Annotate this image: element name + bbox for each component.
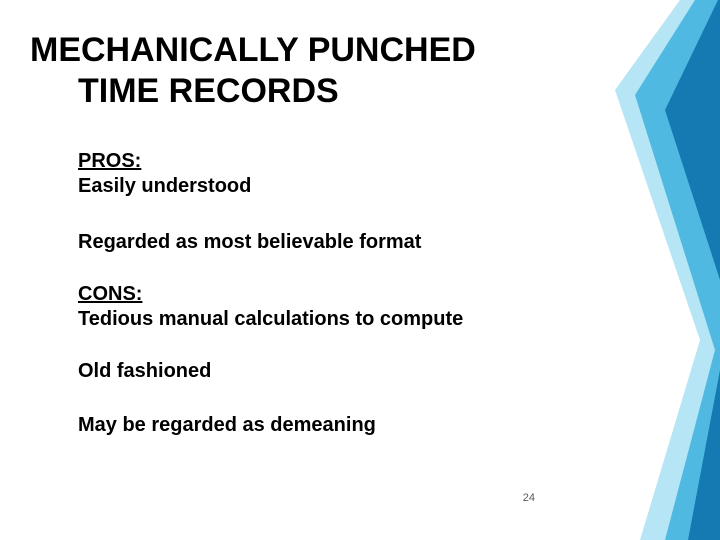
slide-content: MECHANICALLY PUNCHED TIME RECORDS PROS: … (0, 0, 580, 438)
cons-item: Old fashioned (78, 358, 500, 384)
pros-item: Regarded as most believable format (78, 229, 500, 255)
cons-item: May be regarded as demeaning (78, 412, 500, 438)
pros-block-2: Regarded as most believable format (30, 229, 500, 255)
cons-block-2: Old fashioned (30, 358, 500, 384)
title-line-1: MECHANICALLY PUNCHED (30, 30, 500, 71)
title-line-2: TIME RECORDS (30, 71, 500, 112)
pros-label: PROS: (78, 150, 500, 173)
pros-item: Easily understood (78, 173, 500, 199)
cons-label: CONS: (78, 283, 500, 306)
pros-block-1: PROS: Easily understood (30, 150, 500, 199)
slide-title: MECHANICALLY PUNCHED TIME RECORDS (30, 30, 500, 112)
cons-block-1: CONS: Tedious manual calculations to com… (30, 283, 500, 332)
cons-item: Tedious manual calculations to compute (78, 306, 500, 332)
cons-block-3: May be regarded as demeaning (30, 412, 500, 438)
page-number: 24 (523, 492, 535, 504)
